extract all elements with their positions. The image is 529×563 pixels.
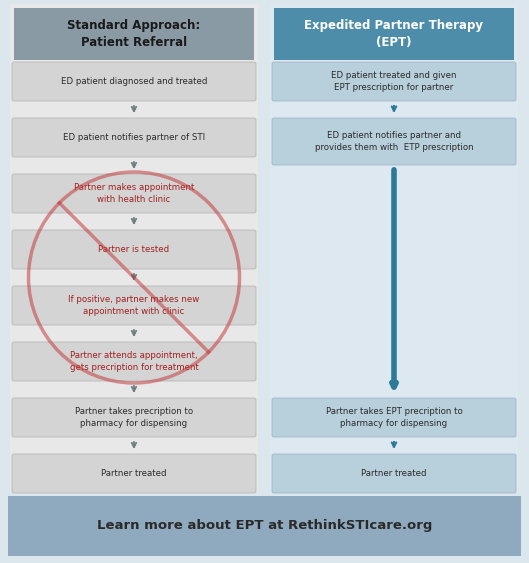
Text: Partner attends appointment,
gets precription for treatment: Partner attends appointment, gets precri…: [69, 351, 198, 372]
FancyBboxPatch shape: [272, 62, 516, 101]
Text: ED patient notifies partner of STI: ED patient notifies partner of STI: [63, 133, 205, 142]
Text: Partner is tested: Partner is tested: [98, 245, 170, 254]
Text: ED patient diagnosed and treated: ED patient diagnosed and treated: [61, 77, 207, 86]
Text: ED patient notifies partner and
provides them with  ETP prescription: ED patient notifies partner and provides…: [315, 131, 473, 151]
Text: ED patient treated and given
EPT prescription for partner: ED patient treated and given EPT prescri…: [331, 72, 457, 92]
FancyBboxPatch shape: [272, 118, 516, 165]
FancyBboxPatch shape: [12, 454, 256, 493]
Text: If positive, partner makes new
appointment with clinic: If positive, partner makes new appointme…: [68, 296, 199, 315]
Text: Partner makes appointment
with health clinic: Partner makes appointment with health cl…: [74, 184, 194, 204]
FancyBboxPatch shape: [12, 230, 256, 269]
Text: Standard Approach:
Patient Referral: Standard Approach: Patient Referral: [67, 19, 200, 49]
Text: Partner takes EPT precription to
pharmacy for dispensing: Partner takes EPT precription to pharmac…: [326, 408, 462, 427]
Text: Expedited Partner Therapy
(EPT): Expedited Partner Therapy (EPT): [305, 19, 484, 49]
FancyBboxPatch shape: [12, 62, 256, 101]
FancyBboxPatch shape: [12, 398, 256, 437]
FancyBboxPatch shape: [272, 454, 516, 493]
FancyBboxPatch shape: [272, 398, 516, 437]
Text: Partner treated: Partner treated: [361, 469, 427, 478]
FancyBboxPatch shape: [12, 118, 256, 157]
Bar: [10, 4, 258, 492]
Text: Partner takes precription to
pharmacy for dispensing: Partner takes precription to pharmacy fo…: [75, 408, 193, 427]
Text: Learn more about EPT at RethinkSTIcare.org: Learn more about EPT at RethinkSTIcare.o…: [97, 520, 432, 533]
Text: Partner treated: Partner treated: [101, 469, 167, 478]
FancyBboxPatch shape: [12, 174, 256, 213]
FancyBboxPatch shape: [12, 342, 256, 381]
Bar: [14, 8, 254, 60]
Bar: [270, 4, 518, 492]
FancyBboxPatch shape: [12, 286, 256, 325]
Bar: [8, 496, 521, 556]
Bar: [274, 8, 514, 60]
